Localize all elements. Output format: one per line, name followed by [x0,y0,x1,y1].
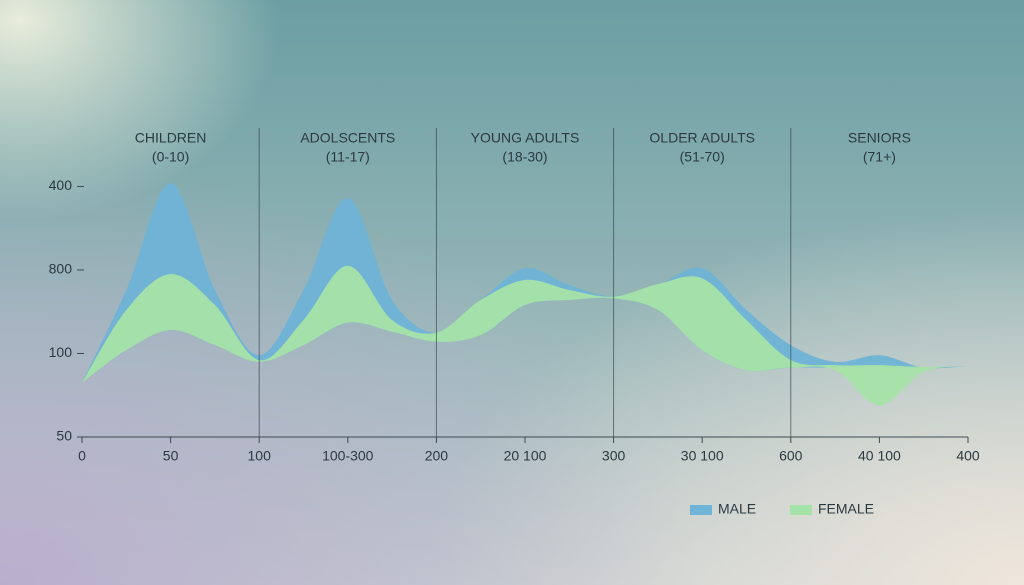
x-tick-label: 400 [956,448,980,464]
section-range: (11-17) [326,149,370,165]
y-tick-label: 100 [49,344,73,360]
legend-label: FEMALE [818,501,874,517]
section-name: OLDER ADULTS [649,130,755,146]
x-tick-label: 0 [78,448,86,464]
x-tick-label: 50 [163,448,179,464]
x-tick-label: 200 [425,448,449,464]
section-name: SENIORS [848,130,911,146]
x-tick-label: 600 [779,448,803,464]
area-band [82,265,968,406]
x-tick-label: 100 [248,448,272,464]
x-tick-label: 20 100 [504,448,547,464]
section-range: (18-30) [502,149,547,165]
legend-swatch [790,505,812,515]
section-name: YOUNG ADULTS [471,130,580,146]
legend-label: MALE [718,501,756,517]
section-name: ADOLSCENTS [300,130,395,146]
section-range: (0-10) [152,149,189,165]
x-tick-label: 40 100 [858,448,901,464]
section-range: (51-70) [680,149,725,165]
legend-swatch [690,505,712,515]
x-tick-label: 100-300 [322,448,374,464]
y-tick-label: 50 [56,428,72,444]
x-tick-label: 30 100 [681,448,724,464]
y-tick-label: 400 [49,177,73,193]
section-name: CHILDREN [135,130,207,146]
x-tick-label: 300 [602,448,626,464]
y-tick-label: 800 [49,261,73,277]
section-range: (71+) [863,149,896,165]
